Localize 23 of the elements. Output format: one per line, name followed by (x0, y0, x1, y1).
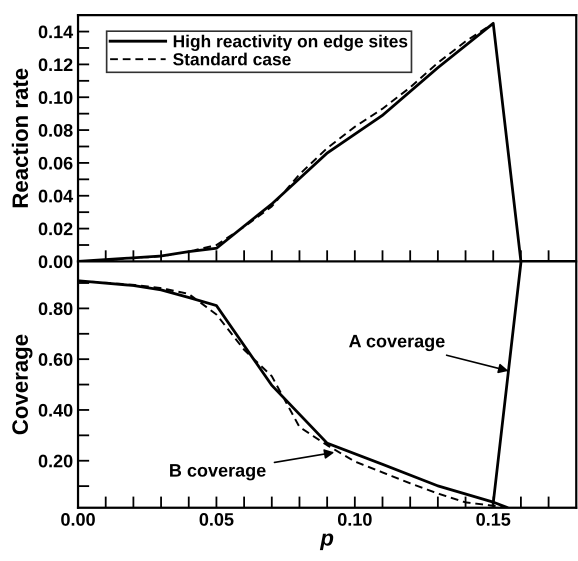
y-tick-label: 0.00 (38, 255, 72, 268)
legend-label: High reactivity on edge sites (174, 34, 408, 51)
y-tick-label: 0.60 (38, 353, 72, 366)
y-tick-label: 0.12 (38, 58, 72, 72)
y-tick-label: 0.08 (38, 124, 73, 137)
y-axis-title: Coverage (12, 334, 32, 434)
y-tick-label: 0.10 (38, 91, 72, 104)
y-tick-label: 0.40 (38, 404, 72, 417)
x-tick-label: 0.05 (200, 513, 234, 526)
x-tick-label: 0.15 (476, 513, 510, 526)
annotation: B coverage (170, 464, 266, 480)
y-tick-label: 0.06 (38, 156, 73, 170)
x-axis-title: p (320, 534, 334, 550)
y-tick-label: 0.80 (38, 302, 72, 316)
annotation: A coverage (349, 334, 445, 352)
x-tick-label: 0.00 (61, 513, 95, 526)
y-tick-label: 0.02 (38, 222, 72, 236)
y-tick-label: 0.14 (38, 26, 74, 38)
y-tick-label: 0.20 (38, 454, 72, 468)
y-axis-title: Reaction rate (12, 68, 28, 208)
x-tick-label: 0.10 (338, 513, 372, 526)
y-tick-label: 0.04 (38, 190, 74, 202)
legend-label: Standard case (173, 52, 291, 66)
